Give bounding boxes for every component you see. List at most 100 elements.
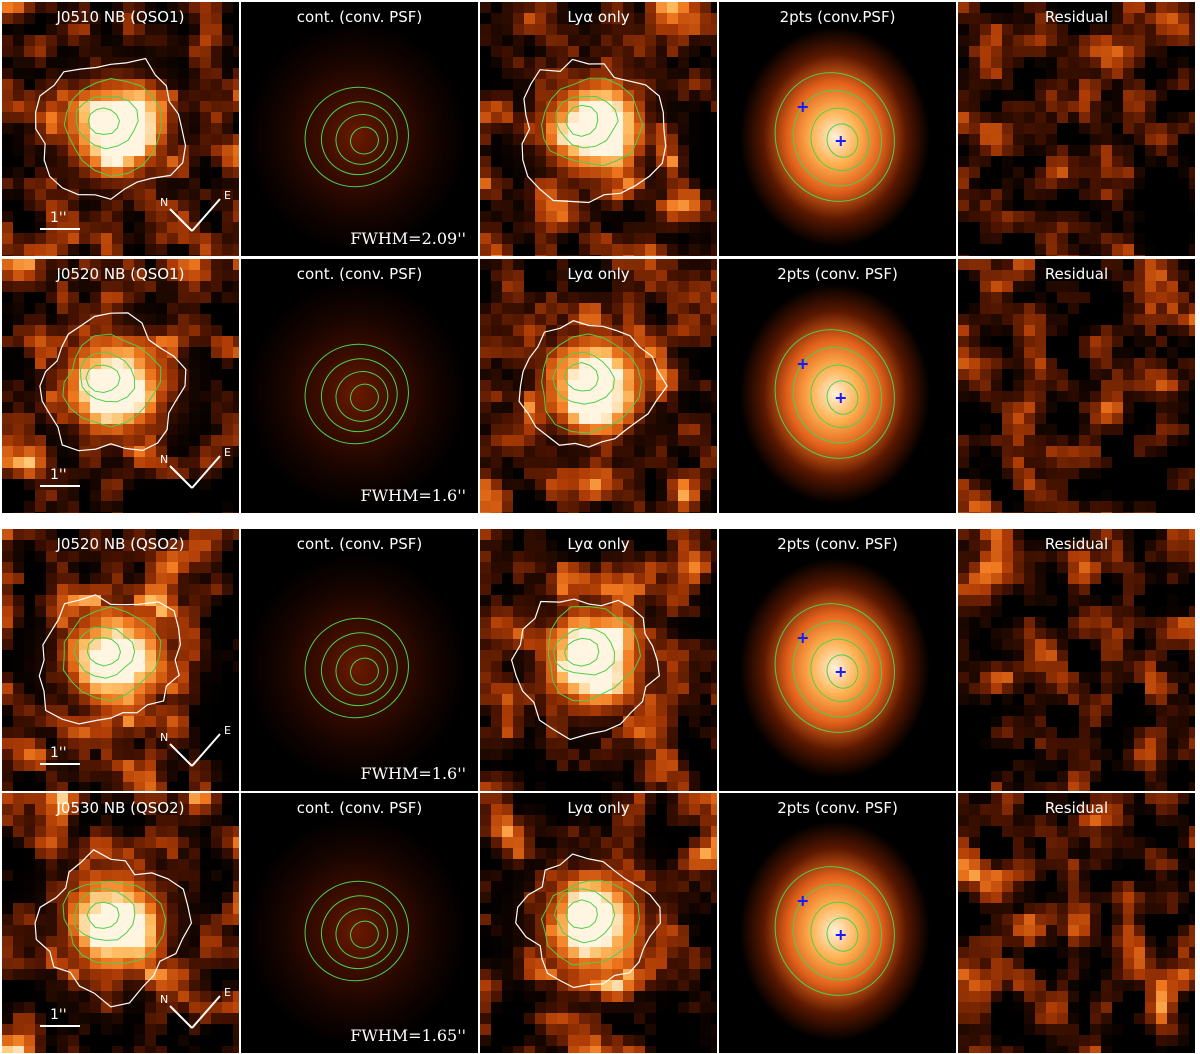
contour xyxy=(547,605,642,702)
contour xyxy=(774,72,895,202)
point-source-marker xyxy=(797,359,808,369)
panel-residual: Residual xyxy=(958,529,1195,791)
contour xyxy=(552,351,615,405)
contour xyxy=(792,620,883,718)
compass-east-label: E xyxy=(224,189,231,202)
panel-image xyxy=(958,259,1195,513)
pixel-map xyxy=(480,529,717,791)
fwhm-label: FWHM=2.09'' xyxy=(350,229,466,248)
contour xyxy=(826,917,859,952)
pixel-map xyxy=(2,259,239,513)
outer-contour xyxy=(34,57,187,200)
contour xyxy=(564,104,599,137)
contour xyxy=(792,883,883,981)
panel-image xyxy=(719,793,956,1053)
fwhm-label: FWHM=1.6'' xyxy=(360,486,466,505)
contour xyxy=(86,901,120,929)
scale-bar-label: 1'' xyxy=(50,745,67,761)
pixel-map xyxy=(958,529,1195,791)
panel-lya: Lyα only xyxy=(480,259,717,513)
contour xyxy=(564,361,599,392)
model-emission xyxy=(739,558,930,778)
point-source-marker xyxy=(835,393,846,403)
fwhm-label: FWHM=1.65'' xyxy=(350,1026,466,1045)
panel-residual: Residual xyxy=(958,259,1195,513)
panel-twopts: 2pts (conv.PSF) xyxy=(719,2,956,256)
contour xyxy=(540,880,641,966)
contour xyxy=(304,880,409,982)
point-source-marker xyxy=(797,102,808,112)
panel-lya: Lyα only xyxy=(480,529,717,791)
contour xyxy=(350,126,379,155)
contour xyxy=(335,645,389,696)
compass-north-label: N xyxy=(160,731,169,744)
panel-nb: J0520 NB (QSO2) 1'' N E xyxy=(2,529,239,791)
model-emission xyxy=(246,553,467,783)
compass-arrows xyxy=(169,733,221,767)
pixel-map xyxy=(480,2,717,256)
contour xyxy=(826,654,859,689)
outer-contour xyxy=(521,58,667,204)
compass-east-label: E xyxy=(224,724,231,737)
outer-contour xyxy=(34,849,193,1008)
contour xyxy=(86,636,122,667)
contour xyxy=(85,364,121,394)
contour xyxy=(304,617,409,719)
contour xyxy=(555,95,619,149)
panel-image xyxy=(241,2,478,256)
scale-bar xyxy=(40,763,80,765)
contour xyxy=(62,606,162,702)
pixel-map xyxy=(958,2,1195,256)
compass-arrows xyxy=(169,995,221,1029)
panel-image xyxy=(719,529,956,791)
contour xyxy=(73,626,136,679)
pixel-map xyxy=(480,793,717,1053)
contour xyxy=(321,101,398,176)
contour xyxy=(321,632,398,707)
contour xyxy=(563,637,600,667)
scale-bar-label: 1'' xyxy=(50,467,67,483)
point-source-marker xyxy=(835,667,846,677)
pixel-map xyxy=(958,259,1195,513)
contour xyxy=(810,107,870,172)
contour xyxy=(541,333,643,434)
contour xyxy=(792,346,883,444)
panel-image xyxy=(2,2,239,256)
panel-image xyxy=(958,529,1195,791)
contour xyxy=(62,333,162,428)
panel-image xyxy=(2,259,239,513)
panel-image xyxy=(719,259,956,513)
panel-psf: cont. (conv. PSF) FWHM=1.6'' xyxy=(241,259,478,513)
panel-lya: Lyα only xyxy=(480,793,717,1053)
model-emission xyxy=(739,821,930,1041)
contour xyxy=(304,343,409,445)
panel-psf: cont. (conv. PSF) FWHM=2.09'' xyxy=(241,2,478,256)
contour xyxy=(774,603,895,733)
contour xyxy=(321,895,398,970)
contour xyxy=(350,657,379,686)
panel-twopts: 2pts (conv. PSF) xyxy=(719,793,956,1053)
contour xyxy=(826,123,859,158)
panel-residual: Residual xyxy=(958,793,1195,1053)
point-source-marker xyxy=(835,930,846,940)
contour xyxy=(62,880,167,965)
point-source-marker xyxy=(835,136,846,146)
contour xyxy=(541,77,644,167)
compass-arrows xyxy=(169,198,221,232)
contour xyxy=(553,888,616,944)
contour xyxy=(321,358,398,433)
panel-image xyxy=(241,529,478,791)
model-emission xyxy=(246,816,467,1046)
scale-bar-label: 1'' xyxy=(50,1007,67,1023)
panel-image xyxy=(480,259,717,513)
contour xyxy=(826,380,859,415)
model-emission xyxy=(739,27,930,247)
compass-east-label: E xyxy=(224,446,231,459)
outer-contour xyxy=(39,312,187,452)
panel-image xyxy=(241,259,478,513)
panel-residual: Residual xyxy=(958,2,1195,256)
outer-contour xyxy=(518,320,668,448)
panel-image xyxy=(480,529,717,791)
